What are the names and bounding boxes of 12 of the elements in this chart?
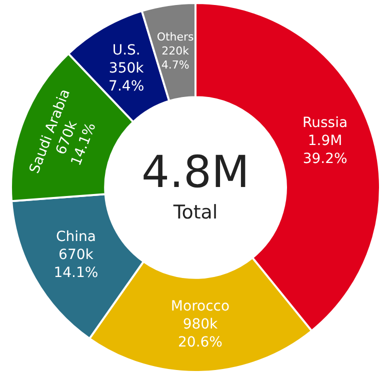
data-label: 980k 20.6% (178, 316, 222, 351)
data-label: 1.9M 39.2% (302, 133, 348, 168)
text: Total (172, 201, 218, 224)
slice-label: U.S. (112, 42, 140, 58)
text: 4.8M (142, 146, 250, 198)
slice-label: Others (156, 30, 194, 44)
data-label: 350k 7.4% (108, 60, 145, 94)
data-label: 220k 4.7% (161, 44, 190, 72)
slice-label: Russia (302, 115, 348, 132)
slice-label: China (56, 228, 96, 245)
slice-label: Morocco (170, 298, 230, 315)
data-label: 670k 14.1% (54, 246, 98, 281)
